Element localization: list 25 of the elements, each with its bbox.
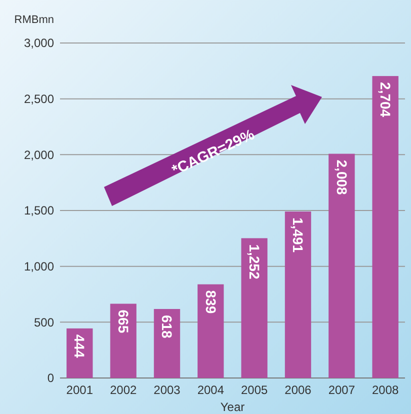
data-label: 2,008: [334, 160, 350, 196]
data-label: 618: [159, 314, 176, 339]
data-label: 665: [115, 310, 132, 334]
data-label: 2,704: [377, 82, 394, 118]
y-tick-label: 3,000: [24, 36, 54, 50]
data-label: 1,252: [246, 244, 262, 280]
data-label: 839: [202, 290, 219, 314]
y-tick-label: 2,500: [24, 92, 54, 106]
x-tick-label: 2002: [110, 383, 137, 397]
x-tick-label: 2001: [66, 383, 94, 397]
x-tick-label: 2007: [328, 383, 356, 397]
data-label: 444: [72, 334, 88, 358]
x-tick-label: 2005: [240, 383, 268, 397]
x-tick-label: 2003: [154, 383, 181, 397]
y-tick-label: 1,500: [24, 204, 54, 218]
x-axis-title: Year: [220, 400, 245, 414]
y-axis-title: RMBmn: [14, 14, 54, 26]
y-tick-label: 500: [34, 315, 54, 330]
y-tick-label: 0: [47, 371, 54, 386]
x-tick-label: 2004: [197, 383, 224, 397]
y-tick-label: 2,000: [24, 148, 54, 162]
y-tick-label: 1,000: [24, 260, 54, 274]
x-tick-label: 2006: [284, 383, 312, 397]
data-label: 1,491: [290, 218, 306, 253]
x-tick-label: 2008: [372, 383, 400, 397]
